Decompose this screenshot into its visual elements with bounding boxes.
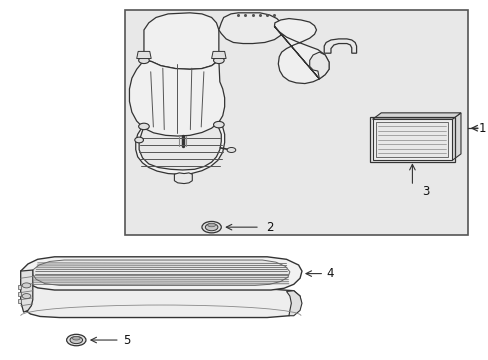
Polygon shape xyxy=(20,257,302,290)
Polygon shape xyxy=(324,39,356,53)
Polygon shape xyxy=(18,292,20,296)
Ellipse shape xyxy=(139,57,149,64)
Polygon shape xyxy=(309,52,328,79)
Polygon shape xyxy=(274,18,328,84)
Ellipse shape xyxy=(202,221,221,233)
Bar xyxy=(124,10,467,235)
Ellipse shape xyxy=(70,337,82,343)
Polygon shape xyxy=(376,122,447,157)
Polygon shape xyxy=(143,13,219,69)
Text: 2: 2 xyxy=(265,221,273,234)
Polygon shape xyxy=(20,270,33,312)
Polygon shape xyxy=(18,285,20,289)
Ellipse shape xyxy=(135,137,143,143)
Ellipse shape xyxy=(213,121,224,128)
Text: 5: 5 xyxy=(123,333,130,347)
Ellipse shape xyxy=(66,334,86,346)
Polygon shape xyxy=(372,113,460,119)
Polygon shape xyxy=(136,122,224,174)
Ellipse shape xyxy=(72,337,80,340)
Polygon shape xyxy=(20,271,301,318)
Ellipse shape xyxy=(205,224,218,231)
Polygon shape xyxy=(219,13,282,44)
Polygon shape xyxy=(18,299,20,303)
Text: 3: 3 xyxy=(421,185,428,198)
Polygon shape xyxy=(174,173,192,184)
Polygon shape xyxy=(33,260,289,285)
Ellipse shape xyxy=(22,294,31,298)
Polygon shape xyxy=(137,51,151,59)
Text: 4: 4 xyxy=(325,267,333,280)
Ellipse shape xyxy=(139,123,149,130)
Ellipse shape xyxy=(226,148,235,153)
Polygon shape xyxy=(451,113,460,160)
Text: 1: 1 xyxy=(478,122,486,135)
Ellipse shape xyxy=(22,283,31,288)
Polygon shape xyxy=(372,119,451,160)
Ellipse shape xyxy=(213,57,224,64)
Polygon shape xyxy=(286,291,302,316)
Polygon shape xyxy=(129,60,224,136)
Polygon shape xyxy=(211,51,225,59)
Ellipse shape xyxy=(207,223,215,227)
